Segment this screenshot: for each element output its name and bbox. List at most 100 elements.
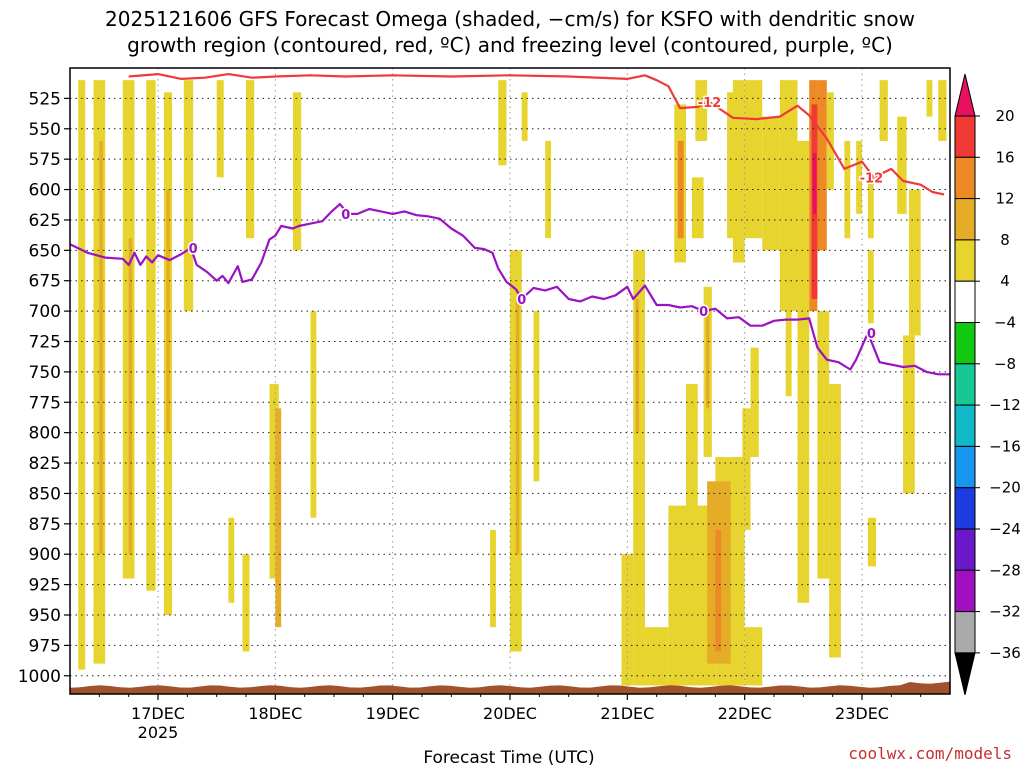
colorbar-label-13: −36 xyxy=(989,644,1021,662)
omega-band-44 xyxy=(738,140,748,202)
colorbar-label-4: 4 xyxy=(1000,272,1010,290)
colorbar-label-7: −12 xyxy=(989,396,1021,414)
omega-band-42 xyxy=(727,92,736,239)
x-tick-label-19DEC: 19DEC xyxy=(366,704,420,723)
freezing-level-contour-label-2: 0 xyxy=(517,293,526,308)
x-tick-label-18DEC: 18DEC xyxy=(248,704,302,723)
colorbar-swatch-4 xyxy=(954,239,976,282)
colorbar-label-6: −8 xyxy=(994,355,1016,373)
freezing-level-contour-label-4: 0 xyxy=(867,327,876,342)
omega-band-38 xyxy=(695,80,708,141)
omega-band-18 xyxy=(490,529,496,628)
colorbar-label-5: −4 xyxy=(994,314,1016,332)
dendritic-growth-contour-label-0: -12 xyxy=(698,96,722,111)
colorbar-label-2: 12 xyxy=(995,190,1014,208)
colorbar-swatch-6 xyxy=(954,322,976,365)
omega-band-28 xyxy=(644,627,669,686)
omega-band-15 xyxy=(228,517,235,603)
y-tick-label-925: 925 xyxy=(29,576,61,596)
colorbar-label-11: −28 xyxy=(989,561,1021,579)
omega-band-21 xyxy=(533,311,540,482)
y-tick-label-550: 550 xyxy=(29,120,61,140)
omega-band-24 xyxy=(510,529,515,591)
omega-band-60 xyxy=(820,359,827,555)
ground-layer xyxy=(70,681,950,694)
omega-shading-layer xyxy=(78,80,947,686)
x-tick-label-20DEC: 20DEC xyxy=(483,704,537,723)
y-tick-label-975: 975 xyxy=(29,636,61,656)
y-tick-label-1000: 1000 xyxy=(18,667,61,687)
y-tick-label-775: 775 xyxy=(29,393,61,413)
omega-band-58 xyxy=(817,80,827,251)
dendritic-growth-contour-label-1: -12 xyxy=(860,171,884,186)
colorbar-swatch-1 xyxy=(954,115,976,158)
y-tick-label-675: 675 xyxy=(29,272,61,292)
omega-band-13 xyxy=(292,92,302,251)
omega-band-72 xyxy=(903,335,915,494)
colorbar-swatch-8 xyxy=(954,404,976,447)
y-tick-label-525: 525 xyxy=(29,89,61,109)
colorbar-swatch-9 xyxy=(954,445,976,489)
contour-layer: -12 -12 0 0 0 0 0 xyxy=(70,73,950,376)
dendritic-growth-contour xyxy=(128,73,945,196)
colorbar-swatch-5 xyxy=(954,280,976,324)
omega-band-66 xyxy=(844,140,851,239)
x-axis-label: Forecast Time (UTC) xyxy=(423,748,594,768)
x-tick-label-22DEC: 22DEC xyxy=(718,704,772,723)
omega-band-27 xyxy=(635,298,640,433)
colorbar-label-1: 16 xyxy=(995,148,1014,166)
omega-band-70 xyxy=(879,80,888,141)
omega-band-20 xyxy=(515,298,520,555)
omega-band-25 xyxy=(621,554,634,686)
colorbar-swatch-13 xyxy=(954,611,976,654)
omega-band-73 xyxy=(908,189,921,336)
omega-band-64 xyxy=(832,542,837,567)
colorbar-label-3: 8 xyxy=(1000,231,1010,249)
colorbar-swatch-10 xyxy=(954,487,976,530)
omega-band-0 xyxy=(78,80,86,670)
y-tick-label-750: 750 xyxy=(29,363,61,383)
colorbar-swatch-3 xyxy=(954,198,976,241)
omega-band-50 xyxy=(779,80,798,312)
omega-band-22 xyxy=(545,140,552,239)
omega-band-31 xyxy=(744,627,763,686)
omega-band-65 xyxy=(826,92,834,190)
omega-band-8 xyxy=(183,80,194,312)
omega-band-17 xyxy=(498,80,507,166)
omega-band-10 xyxy=(246,80,255,239)
omega-band-49 xyxy=(768,140,774,190)
y-tick-label-575: 575 xyxy=(29,150,61,170)
freezing-level-contour-label-1: 0 xyxy=(341,208,350,223)
y-tick-label-725: 725 xyxy=(29,332,61,352)
colorbar-label-9: −20 xyxy=(989,479,1021,497)
grid-layer xyxy=(70,68,950,694)
x-tick-label-21DEC: 21DEC xyxy=(600,704,654,723)
x-tick-sublabel-17DEC: 2025 xyxy=(138,723,179,742)
freezing-level-contour-label-0: 0 xyxy=(189,242,198,257)
omega-band-26 xyxy=(633,250,645,686)
omega-band-69 xyxy=(867,250,874,324)
omega-band-12 xyxy=(275,408,282,628)
omega-band-9 xyxy=(216,80,224,178)
y-tick-label-825: 825 xyxy=(29,454,61,474)
omega-band-54 xyxy=(803,408,807,530)
credit-link[interactable]: coolwx.com/models xyxy=(848,744,1012,763)
omega-band-39 xyxy=(691,177,704,239)
x-tick-label-17DEC: 17DEC xyxy=(131,704,185,723)
omega-band-1 xyxy=(93,80,106,664)
y-tick-label-900: 900 xyxy=(29,545,61,565)
y-tick-label-950: 950 xyxy=(29,606,61,626)
omega-band-47 xyxy=(750,347,759,457)
y-tick-label-625: 625 xyxy=(29,211,61,231)
terrain-ground xyxy=(70,681,950,694)
colorbar: 20 16 12 8 4 −4 −8 −12 −16 −20 −24 −28 −32 −36 xyxy=(954,73,1021,696)
omega-band-23 xyxy=(521,92,528,141)
omega-band-75 xyxy=(938,80,947,141)
omega-band-67 xyxy=(856,140,862,214)
omega-band-57 xyxy=(812,153,817,214)
colorbar-label-0: 20 xyxy=(995,107,1014,125)
freezing-level-contour xyxy=(70,203,950,376)
omega-band-14 xyxy=(310,311,317,518)
y-tick-label-700: 700 xyxy=(29,302,61,322)
